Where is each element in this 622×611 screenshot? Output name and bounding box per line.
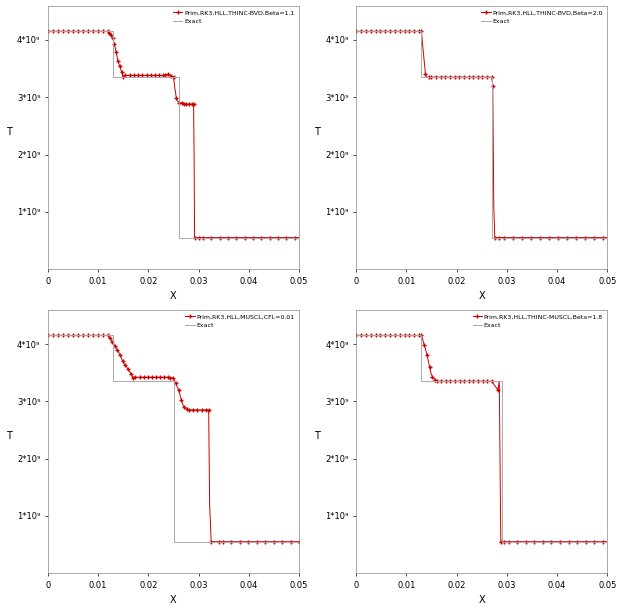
Exact — [353, 332, 360, 339]
Exact — [175, 73, 182, 81]
Legend: Prim,RK3,HLL,THINC-MUSCL,Beta=1.8, Exact: Prim,RK3,HLL,THINC-MUSCL,Beta=1.8, Exact — [470, 312, 605, 331]
Exact — [170, 378, 177, 385]
Prim,RK3,HLL,MUSCL,CFL=0.01 — [295, 538, 303, 546]
Prim,RK3,HLL,MUSCL,CFL=0.01 — [44, 332, 52, 339]
Exact — [418, 27, 425, 35]
Prim,RK3,HLL,THINC-MUSCL,Beta=1.8 — [353, 332, 360, 339]
Prim,RK3,HLL,MUSCL,CFL=0.01 — [54, 332, 62, 339]
Legend: Prim,RK3,HLL,THINC-BVD,Beta=1.1, Exact: Prim,RK3,HLL,THINC-BVD,Beta=1.1, Exact — [170, 7, 297, 26]
Exact — [418, 73, 425, 81]
Y-axis label: T: T — [313, 127, 320, 137]
Prim,RK3,HLL,MUSCL,CFL=0.01 — [119, 358, 126, 365]
Line: Exact: Exact — [356, 335, 607, 542]
Prim,RK3,HLL,THINC-BVD,Beta=1.1 — [207, 234, 215, 241]
Line: Exact: Exact — [48, 31, 299, 238]
Exact — [488, 73, 496, 81]
Exact — [109, 27, 117, 35]
Exact — [44, 27, 52, 35]
Prim,RK3,HLL,THINC-BVD,Beta=2.0 — [353, 27, 360, 35]
Prim,RK3,HLL,THINC-BVD,Beta=2.0 — [474, 73, 481, 81]
Prim,RK3,HLL,THINC-BVD,Beta=1.1 — [220, 234, 228, 241]
Prim,RK3,HLL,MUSCL,CFL=0.01 — [266, 538, 273, 546]
Y-axis label: T: T — [6, 127, 11, 137]
Line: Exact: Exact — [48, 335, 299, 542]
X-axis label: X: X — [170, 596, 177, 606]
Exact — [170, 538, 177, 546]
Prim,RK3,HLL,MUSCL,CFL=0.01 — [207, 538, 215, 546]
X-axis label: X: X — [478, 596, 485, 606]
Exact — [498, 538, 506, 546]
Prim,RK3,HLL,THINC-BVD,Beta=1.1 — [191, 234, 198, 241]
Prim,RK3,HLL,THINC-MUSCL,Beta=1.8 — [458, 378, 466, 385]
Prim,RK3,HLL,THINC-MUSCL,Beta=1.8 — [573, 538, 581, 546]
Prim,RK3,HLL,THINC-BVD,Beta=2.0 — [522, 234, 530, 241]
Prim,RK3,HLL,THINC-MUSCL,Beta=1.8 — [384, 332, 391, 339]
Prim,RK3,HLL,THINC-BVD,Beta=2.0 — [491, 234, 498, 241]
Exact — [353, 27, 360, 35]
Prim,RK3,HLL,MUSCL,CFL=0.01 — [219, 538, 226, 546]
Exact — [295, 538, 303, 546]
Line: Prim,RK3,HLL,MUSCL,CFL=0.01: Prim,RK3,HLL,MUSCL,CFL=0.01 — [46, 334, 301, 544]
Exact — [488, 234, 496, 241]
Prim,RK3,HLL,THINC-BVD,Beta=1.1 — [170, 73, 177, 81]
Exact — [498, 378, 506, 385]
Exact — [44, 332, 52, 339]
Exact — [295, 234, 303, 241]
Exact — [603, 538, 611, 546]
Prim,RK3,HLL,MUSCL,CFL=0.01 — [52, 332, 59, 339]
Legend: Prim,RK3,HLL,MUSCL,CFL=0.01, Exact: Prim,RK3,HLL,MUSCL,CFL=0.01, Exact — [183, 312, 297, 331]
Exact — [603, 234, 611, 241]
Prim,RK3,HLL,THINC-BVD,Beta=2.0 — [500, 234, 508, 241]
Prim,RK3,HLL,THINC-MUSCL,Beta=1.8 — [497, 538, 504, 546]
Exact — [109, 332, 117, 339]
Line: Prim,RK3,HLL,THINC-MUSCL,Beta=1.8: Prim,RK3,HLL,THINC-MUSCL,Beta=1.8 — [354, 334, 610, 544]
Prim,RK3,HLL,THINC-MUSCL,Beta=1.8 — [418, 332, 425, 339]
Prim,RK3,HLL,THINC-BVD,Beta=1.1 — [117, 65, 124, 73]
Legend: Prim,RK3,HLL,THINC-BVD,Beta=2.0, Exact: Prim,RK3,HLL,THINC-BVD,Beta=2.0, Exact — [479, 7, 605, 26]
Exact — [109, 378, 117, 385]
Prim,RK3,HLL,THINC-MUSCL,Beta=1.8 — [603, 538, 611, 546]
Prim,RK3,HLL,THINC-BVD,Beta=2.0 — [527, 234, 534, 241]
Line: Prim,RK3,HLL,THINC-BVD,Beta=2.0: Prim,RK3,HLL,THINC-BVD,Beta=2.0 — [354, 29, 610, 240]
Prim,RK3,HLL,THINC-BVD,Beta=1.1 — [180, 100, 187, 107]
X-axis label: X: X — [170, 291, 177, 301]
Prim,RK3,HLL,THINC-MUSCL,Beta=1.8 — [435, 378, 443, 385]
Exact — [418, 378, 425, 385]
Prim,RK3,HLL,THINC-BVD,Beta=1.1 — [295, 234, 303, 241]
Prim,RK3,HLL,THINC-BVD,Beta=1.1 — [262, 234, 269, 241]
Prim,RK3,HLL,THINC-BVD,Beta=2.0 — [518, 234, 526, 241]
Prim,RK3,HLL,THINC-MUSCL,Beta=1.8 — [451, 378, 458, 385]
Y-axis label: T: T — [313, 431, 320, 442]
Exact — [175, 234, 182, 241]
Exact — [109, 73, 117, 81]
Y-axis label: T: T — [6, 431, 11, 442]
Prim,RK3,HLL,THINC-BVD,Beta=2.0 — [603, 234, 611, 241]
Line: Exact: Exact — [356, 31, 607, 238]
Exact — [418, 332, 425, 339]
Prim,RK3,HLL,MUSCL,CFL=0.01 — [198, 406, 206, 414]
Line: Prim,RK3,HLL,THINC-BVD,Beta=1.1: Prim,RK3,HLL,THINC-BVD,Beta=1.1 — [46, 29, 301, 240]
X-axis label: X: X — [478, 291, 485, 301]
Prim,RK3,HLL,THINC-BVD,Beta=1.1 — [44, 27, 52, 35]
Prim,RK3,HLL,THINC-BVD,Beta=2.0 — [541, 234, 548, 241]
